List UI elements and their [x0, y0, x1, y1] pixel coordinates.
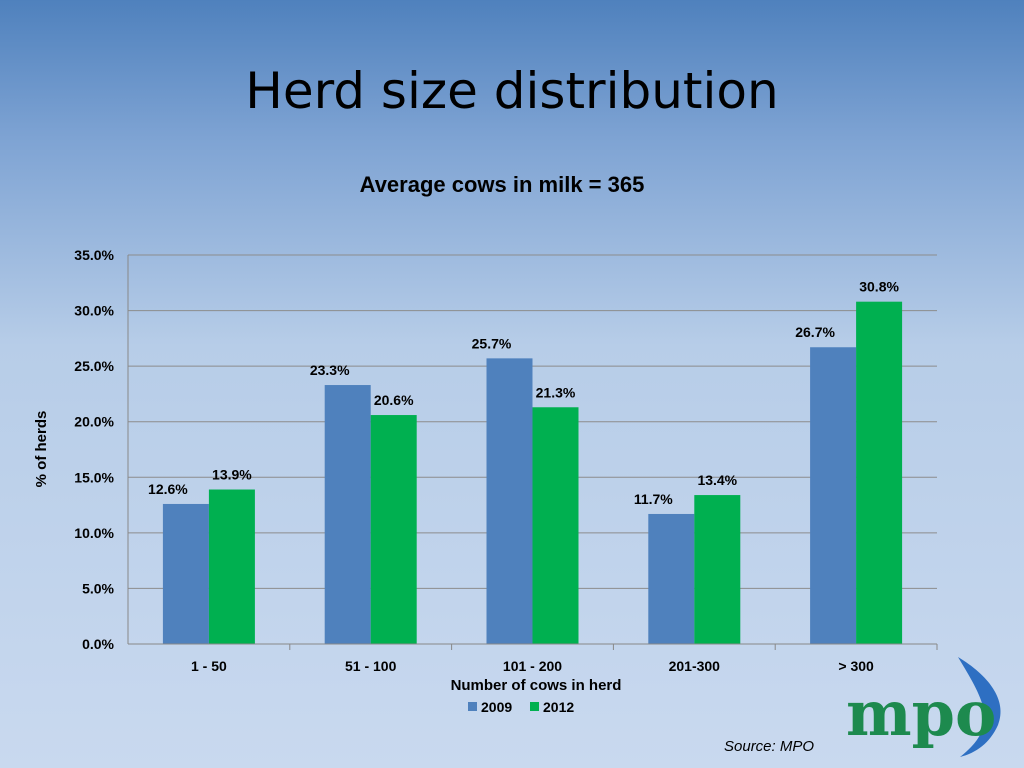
chart-title: Average cows in milk = 365 [360, 172, 645, 197]
y-tick-label: 5.0% [82, 580, 114, 596]
legend-label-2009: 2009 [481, 699, 512, 715]
x-axis-ticks: 1 - 50 51 - 100 101 - 200 201-300 > 300 [191, 644, 938, 674]
mpo-logo: mpo [846, 657, 1001, 757]
data-label: 11.7% [634, 491, 673, 507]
bar-2012-1 [370, 415, 417, 644]
bar-2009-4 [810, 347, 857, 644]
y-tick-label: 15.0% [74, 469, 114, 485]
bar-2009-2 [486, 358, 533, 644]
data-labels: 12.6% 13.9% 23.3% 20.6% 25.7% 21.3% 11.7% 13.4%… [148, 279, 899, 507]
legend: 2009 2012 [468, 699, 574, 715]
source-note: Source: MPO [724, 738, 815, 755]
y-tick-label: 35.0% [74, 247, 114, 263]
y-tick-label: 0.0% [82, 636, 114, 652]
bar-2012-3 [694, 495, 741, 644]
x-tick-label: 1 - 50 [191, 658, 227, 674]
y-tick-label: 30.0% [74, 303, 114, 319]
data-label: 13.4% [697, 472, 737, 488]
x-tick-label: > 300 [838, 658, 874, 674]
bar-2012-4 [856, 301, 903, 644]
data-label: 20.6% [374, 392, 414, 408]
legend-label-2012: 2012 [543, 699, 574, 715]
data-label: 25.7% [472, 335, 512, 351]
y-tick-label: 10.0% [74, 525, 114, 541]
data-label: 12.6% [148, 481, 188, 497]
legend-swatch-2012 [530, 702, 539, 711]
data-label: 23.3% [310, 362, 350, 378]
data-label: 30.8% [859, 279, 899, 295]
bar-2009-0 [162, 503, 209, 644]
slide-title: Herd size distribution [245, 62, 779, 120]
bar-2012-2 [532, 407, 579, 644]
y-axis-label: % of herds [33, 411, 50, 488]
svg-text:mpo: mpo [846, 677, 996, 750]
x-axis-label: Number of cows in herd [451, 677, 622, 694]
bar-2009-3 [648, 513, 695, 644]
data-label: 13.9% [212, 467, 252, 483]
y-tick-label: 20.0% [74, 414, 114, 430]
bars [162, 301, 903, 644]
data-label: 26.7% [795, 324, 835, 340]
bar-2012-0 [208, 489, 255, 644]
x-tick-label: 51 - 100 [345, 658, 397, 674]
legend-swatch-2009 [468, 702, 477, 711]
data-label: 21.3% [536, 384, 576, 400]
bar-2009-1 [324, 385, 371, 644]
y-tick-label: 25.0% [74, 358, 114, 374]
x-tick-label: 101 - 200 [503, 658, 562, 674]
x-tick-label: 201-300 [669, 658, 721, 674]
y-axis-ticks: 0.0% 5.0% 10.0% 15.0% 20.0% 25.0% 30.0% 35.0% [74, 247, 114, 652]
